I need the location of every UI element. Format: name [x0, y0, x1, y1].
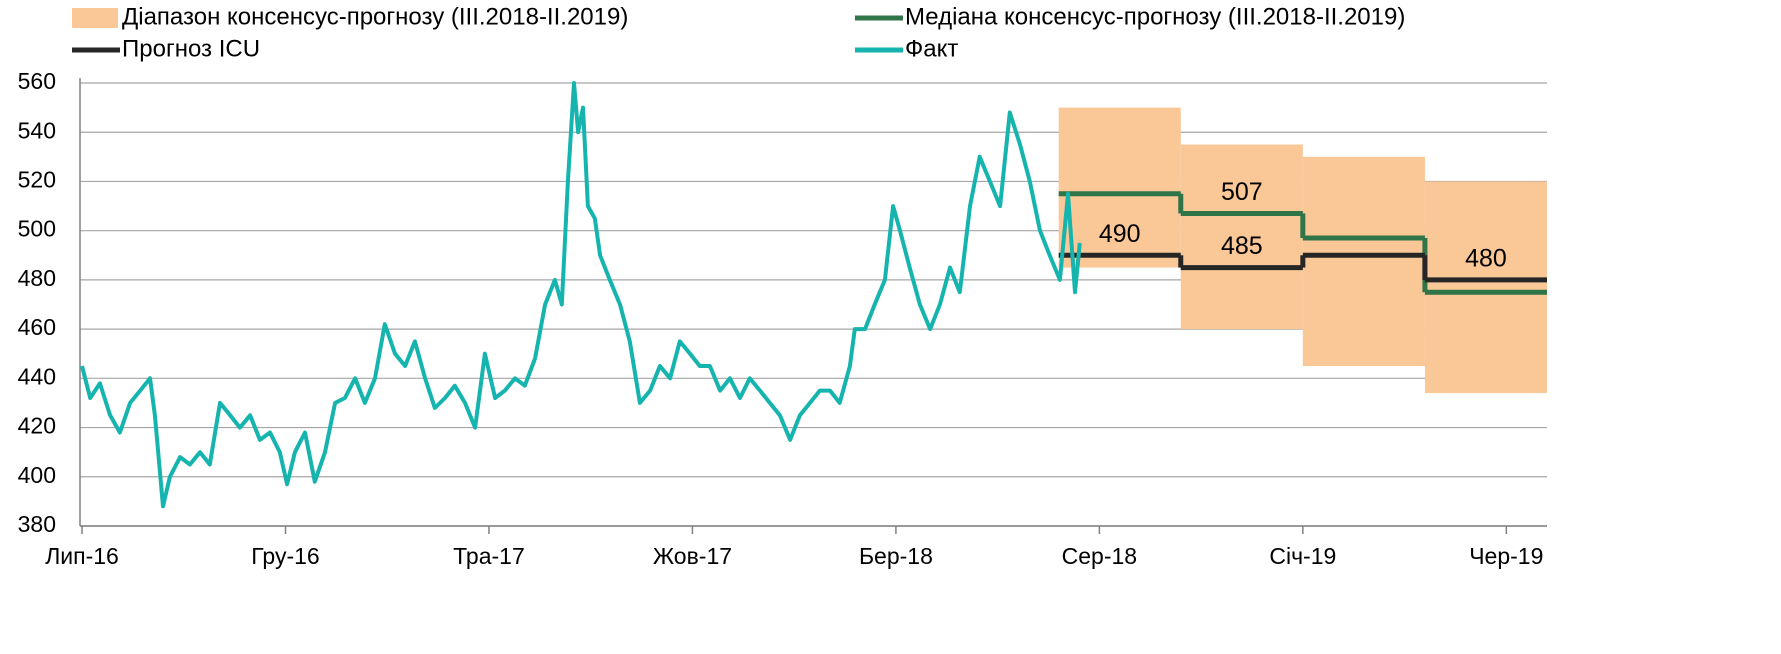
x-tick-label: Гру-16 — [251, 543, 319, 569]
range-band — [1180, 144, 1303, 330]
legend-swatch — [72, 8, 118, 28]
x-tick-label: Сер-18 — [1062, 543, 1137, 569]
y-tick-label: 400 — [18, 462, 56, 488]
x-tick-label: Бер-18 — [859, 543, 933, 569]
y-tick-label: 380 — [18, 511, 56, 537]
legend-label: Факт — [905, 35, 958, 62]
fact-line — [80, 81, 1082, 509]
y-tick-label: 520 — [18, 167, 56, 193]
range-band — [1424, 181, 1547, 394]
x-tick-label: Січ-19 — [1269, 543, 1336, 569]
y-tick-label: 500 — [18, 216, 56, 242]
data-label: 490 — [1099, 220, 1141, 248]
x-tick-label: Чер-19 — [1469, 543, 1543, 569]
data-label: 480 — [1465, 244, 1507, 272]
range-band — [1058, 107, 1181, 268]
x-tick-label: Жов-17 — [653, 543, 732, 569]
y-tick-label: 440 — [18, 363, 56, 389]
data-label: 507 — [1221, 178, 1263, 206]
x-tick-label: Лип-16 — [45, 543, 119, 569]
y-tick-label: 420 — [18, 413, 56, 439]
data-label: 485 — [1221, 232, 1263, 260]
y-tick-label: 540 — [18, 117, 56, 143]
range-band — [1302, 156, 1425, 367]
legend-label: Медіана консенсус-прогнозу (ІІІ.2018-ІІ.… — [905, 3, 1405, 30]
y-tick-label: 560 — [18, 68, 56, 94]
legend-label: Діапазон консенсус-прогнозу (ІІІ.2018-ІІ… — [122, 3, 628, 30]
x-tick-label: Тра-17 — [453, 543, 525, 569]
y-tick-label: 460 — [18, 314, 56, 340]
y-tick-label: 480 — [18, 265, 56, 291]
legend-label: Прогноз ICU — [122, 35, 260, 62]
